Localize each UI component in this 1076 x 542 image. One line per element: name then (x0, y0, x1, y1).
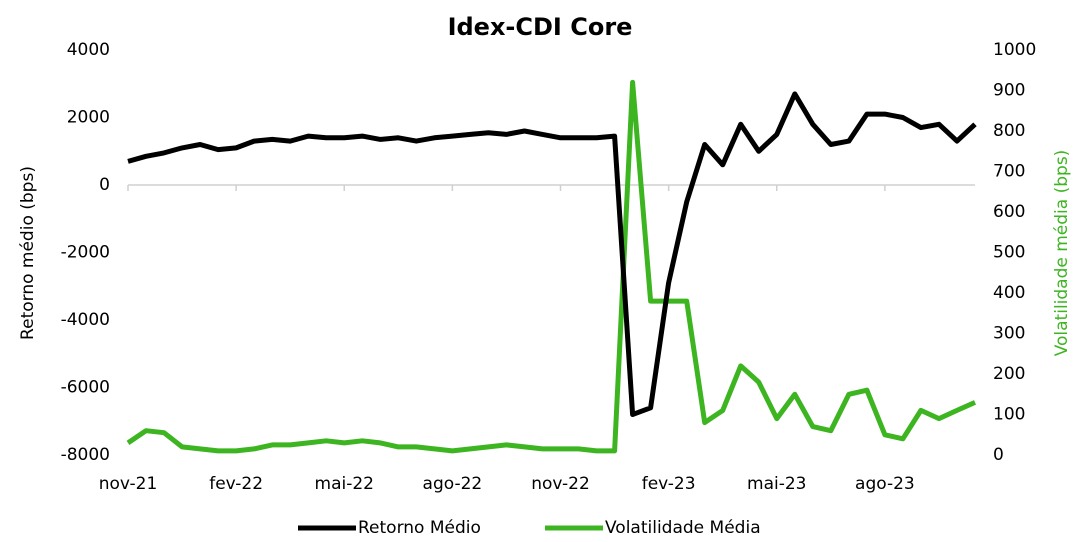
y-tick-label: -4000 (61, 310, 110, 330)
y2-tick-label: 200 (993, 364, 1025, 384)
y2-tick-label: 100 (993, 405, 1025, 425)
y-tick-label: 4000 (67, 40, 110, 60)
y2-tick-label: 700 (993, 162, 1025, 182)
x-tick-label: nov-21 (99, 474, 158, 494)
y-tick-label: -8000 (61, 445, 110, 465)
x-tick-label: nov-22 (531, 474, 590, 494)
series-line (127, 91, 977, 417)
y2-axis-label: Volatilidade média (bps) (1052, 150, 1072, 357)
legend-label: Retorno Médio (358, 518, 481, 538)
y2-tick-label: 800 (993, 121, 1025, 141)
y2-tick-label: 400 (993, 283, 1025, 303)
y2-tick-label: 900 (993, 81, 1025, 101)
x-tick-label: mai-22 (315, 474, 374, 494)
y2-tick-label: 1000 (993, 40, 1036, 60)
y-tick-label: -2000 (61, 243, 110, 263)
legend-label: Volatilidade Média (605, 518, 761, 538)
x-tick-label: fev-22 (209, 474, 263, 494)
x-tick-label: fev-23 (642, 474, 696, 494)
y2-tick-label: 500 (993, 243, 1025, 263)
y-axis-label: Retorno médio (bps) (18, 166, 38, 340)
y2-tick-label: 0 (993, 445, 1004, 465)
x-tick-label: mai-23 (747, 474, 806, 494)
y-tick-label: -6000 (61, 378, 110, 398)
y2-tick-label: 300 (993, 324, 1025, 344)
y2-tick-label: 600 (993, 202, 1025, 222)
y-tick-label: 0 (99, 175, 110, 195)
x-tick-label: ago-23 (855, 474, 915, 494)
series-line (126, 79, 977, 454)
x-tick-label: ago-22 (423, 474, 483, 494)
y-tick-label: 2000 (67, 108, 110, 128)
chart-title: Idex-CDI Core (448, 13, 633, 41)
